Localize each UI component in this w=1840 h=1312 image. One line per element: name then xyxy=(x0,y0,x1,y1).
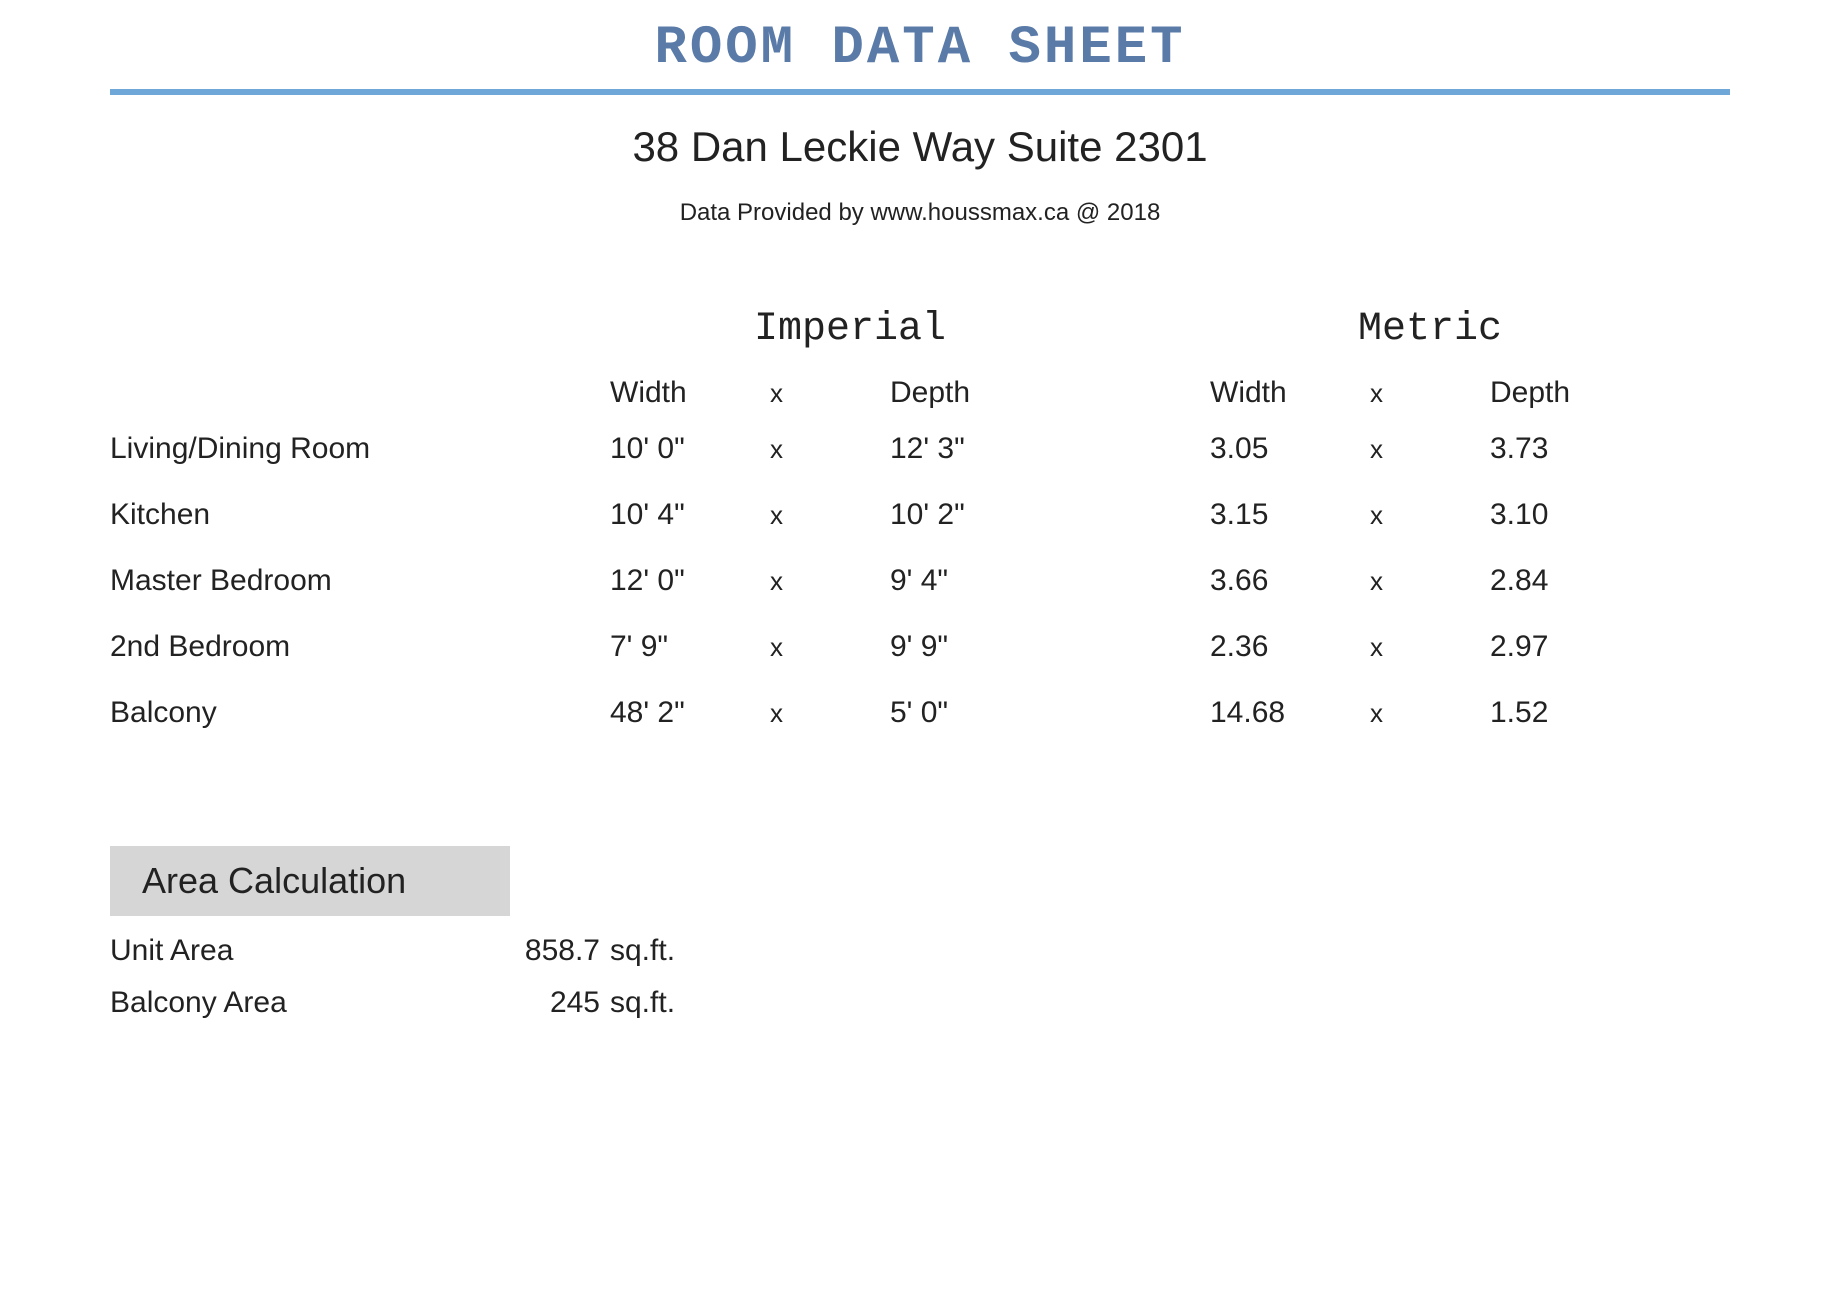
metric-depth-header: Depth xyxy=(1490,352,1650,416)
metric-width: 3.15 xyxy=(1210,482,1370,548)
area-calculation-section: Area Calculation Unit Area858.7sq.ft. Bal… xyxy=(110,846,810,1020)
room-name: Kitchen xyxy=(110,482,610,548)
metric-label: Metric xyxy=(1210,307,1650,352)
metric-x: x xyxy=(1370,682,1490,745)
metric-width: 14.68 xyxy=(1210,680,1370,746)
area-rows-container: Unit Area858.7sq.ft. Balcony Area245sq.ft… xyxy=(110,934,810,1020)
imperial-x: x xyxy=(770,550,890,613)
title-rule xyxy=(110,89,1730,95)
room-name: 2nd Bedroom xyxy=(110,614,610,680)
dimensions-table: Imperial Metric Width x Depth Width x De… xyxy=(110,307,1730,746)
room-row: Balcony48' 2"x5' 0"14.68x1.52 xyxy=(110,680,1730,746)
room-row: 2nd Bedroom7' 9"x9' 9"2.36x2.97 xyxy=(110,614,1730,680)
metric-width-header: Width xyxy=(1210,352,1370,416)
area-calculation-title: Area Calculation xyxy=(110,846,510,916)
imperial-depth: 10' 2" xyxy=(890,482,1090,548)
imperial-x: x xyxy=(770,616,890,679)
metric-x: x xyxy=(1370,616,1490,679)
metric-x: x xyxy=(1370,550,1490,613)
area-row-value: 858.7 xyxy=(500,934,610,968)
metric-x: x xyxy=(1370,484,1490,547)
metric-depth: 1.52 xyxy=(1490,680,1650,746)
imperial-x: x xyxy=(770,418,890,481)
room-name: Balcony xyxy=(110,680,610,746)
address-line: 38 Dan Leckie Way Suite 2301 xyxy=(110,123,1730,171)
column-header-row: Width x Depth Width x Depth xyxy=(110,352,1730,416)
imperial-depth: 9' 9" xyxy=(890,614,1090,680)
metric-depth: 3.10 xyxy=(1490,482,1650,548)
imperial-depth-header: Depth xyxy=(890,352,1090,416)
room-row: Master Bedroom12' 0"x9' 4"3.66x2.84 xyxy=(110,548,1730,614)
metric-depth: 2.97 xyxy=(1490,614,1650,680)
rooms-container: Living/Dining Room10' 0"x12' 3"3.05x3.73… xyxy=(110,416,1730,746)
metric-x-header: x xyxy=(1370,354,1490,415)
room-name: Master Bedroom xyxy=(110,548,610,614)
imperial-width: 48' 2" xyxy=(610,680,770,746)
imperial-width: 10' 0" xyxy=(610,416,770,482)
metric-depth: 3.73 xyxy=(1490,416,1650,482)
row-gap xyxy=(1090,433,1210,465)
room-row: Living/Dining Room10' 0"x12' 3"3.05x3.73 xyxy=(110,416,1730,482)
metric-depth: 2.84 xyxy=(1490,548,1650,614)
imperial-x-header: x xyxy=(770,354,890,415)
area-row-unit: sq.ft. xyxy=(610,986,710,1020)
imperial-width: 12' 0" xyxy=(610,548,770,614)
imperial-x: x xyxy=(770,484,890,547)
area-row-label: Unit Area xyxy=(110,934,500,968)
metric-width: 2.36 xyxy=(1210,614,1370,680)
document-title: ROOM DATA SHEET xyxy=(110,0,1730,89)
row-gap xyxy=(1090,631,1210,663)
room-name: Living/Dining Room xyxy=(110,416,610,482)
metric-width: 3.05 xyxy=(1210,416,1370,482)
row-gap xyxy=(1090,697,1210,729)
room-row: Kitchen10' 4"x10' 2"3.15x3.10 xyxy=(110,482,1730,548)
provider-line: Data Provided by www.houssmax.ca @ 2018 xyxy=(110,199,1730,227)
imperial-depth: 9' 4" xyxy=(890,548,1090,614)
area-row-value: 245 xyxy=(500,986,610,1020)
imperial-label: Imperial xyxy=(610,307,1090,352)
row-gap xyxy=(1090,565,1210,597)
imperial-depth: 12' 3" xyxy=(890,416,1090,482)
metric-x: x xyxy=(1370,418,1490,481)
row-gap xyxy=(1090,499,1210,531)
room-data-sheet: ROOM DATA SHEET 38 Dan Leckie Way Suite … xyxy=(0,0,1840,1020)
area-row-unit: sq.ft. xyxy=(610,934,710,968)
imperial-width-header: Width xyxy=(610,352,770,416)
unit-system-row: Imperial Metric xyxy=(110,307,1730,352)
imperial-width: 10' 4" xyxy=(610,482,770,548)
imperial-width: 7' 9" xyxy=(610,614,770,680)
imperial-depth: 5' 0" xyxy=(890,680,1090,746)
area-row-label: Balcony Area xyxy=(110,986,500,1020)
metric-width: 3.66 xyxy=(1210,548,1370,614)
imperial-x: x xyxy=(770,682,890,745)
